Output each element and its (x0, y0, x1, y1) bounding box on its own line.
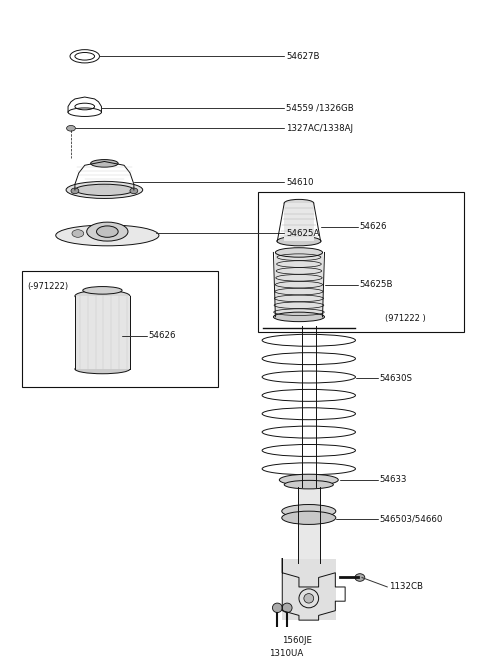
Text: 54627B: 54627B (286, 52, 320, 61)
Ellipse shape (87, 222, 128, 241)
Ellipse shape (71, 188, 79, 194)
Text: 546503/54660: 546503/54660 (380, 514, 443, 523)
Bar (284, 203, 314, 241)
Text: (-971222): (-971222) (28, 282, 69, 291)
Bar (75, 296, 130, 369)
Ellipse shape (282, 505, 336, 518)
Bar (258, 192, 464, 332)
Ellipse shape (56, 225, 159, 246)
Text: 1327AC/1338AJ: 1327AC/1338AJ (286, 124, 353, 133)
Ellipse shape (274, 312, 324, 322)
Ellipse shape (284, 480, 333, 489)
Ellipse shape (277, 237, 321, 246)
Ellipse shape (72, 230, 84, 237)
Bar (276, 252, 323, 317)
Text: 1560JE: 1560JE (282, 635, 312, 645)
Text: 1310UA: 1310UA (269, 649, 304, 657)
Ellipse shape (355, 574, 365, 581)
Text: 54559 /1326GB: 54559 /1326GB (286, 104, 354, 113)
Ellipse shape (66, 181, 143, 198)
Ellipse shape (75, 364, 130, 374)
Text: 1132CB: 1132CB (389, 583, 423, 591)
Text: 54610: 54610 (286, 178, 314, 187)
Ellipse shape (282, 511, 336, 524)
Bar (298, 487, 320, 563)
Circle shape (273, 603, 282, 612)
Ellipse shape (75, 184, 134, 196)
Ellipse shape (279, 474, 338, 486)
Ellipse shape (284, 199, 314, 207)
Bar (22, 271, 218, 387)
Ellipse shape (91, 160, 118, 167)
Text: 54633: 54633 (380, 476, 407, 484)
Text: 54625B: 54625B (360, 280, 394, 289)
Bar (282, 558, 336, 620)
Circle shape (282, 603, 292, 612)
Ellipse shape (83, 286, 122, 294)
Ellipse shape (276, 248, 323, 257)
Text: (971222 ): (971222 ) (385, 314, 426, 323)
Ellipse shape (67, 125, 75, 131)
Text: 54626: 54626 (149, 331, 176, 340)
Text: 54625A: 54625A (286, 229, 320, 238)
Text: 54630S: 54630S (380, 374, 412, 383)
Text: 54626: 54626 (360, 222, 387, 231)
Ellipse shape (96, 226, 118, 237)
Ellipse shape (75, 290, 130, 302)
Circle shape (304, 594, 314, 603)
Ellipse shape (130, 188, 138, 194)
